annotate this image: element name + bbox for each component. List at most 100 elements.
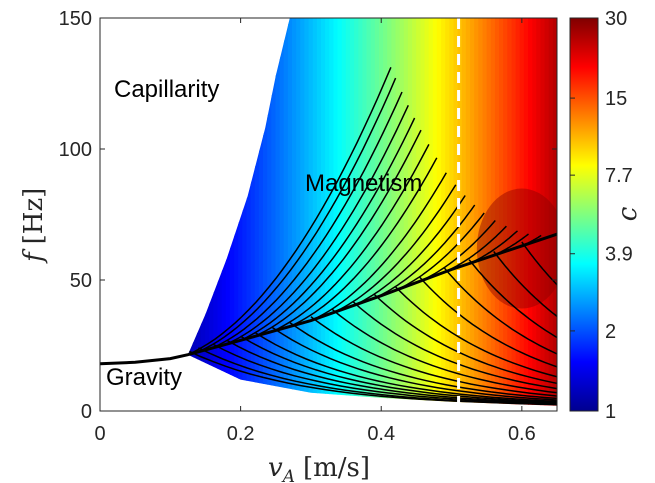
x-axis-label-main: v [268,453,283,483]
contour-line-lower [289,321,557,400]
y-tick-label: 50 [70,270,92,292]
field-strip [432,18,438,406]
x-tick-label: 0.4 [367,423,395,445]
field-strip [354,18,359,406]
field-strip [515,18,521,406]
x-axis-ticks: 0 0.2 0.4 0.6 [94,18,536,445]
contour-line-upper [289,157,438,328]
field-strip [449,18,455,406]
field-strip [246,18,252,406]
field-strip [304,18,310,406]
field-strip [499,18,504,406]
field-strip [412,18,417,406]
field-strip [536,18,542,406]
field-strip [312,18,318,406]
x-tick-label: 0.6 [508,423,536,445]
contour-line-upper [331,184,457,314]
contour-line-lower [521,241,557,293]
colorbar-tick-label: 30 [605,8,627,30]
field-strip [250,18,256,406]
field-strip [292,18,297,406]
field-strip [271,18,277,406]
field-strip [540,18,546,406]
field-strip [391,18,397,406]
field-strip [457,18,463,406]
field-strip [374,18,380,406]
field-strip [453,18,459,406]
contour-line-lower [373,293,557,386]
field-strip [300,18,306,406]
field-strip [279,18,285,406]
field-strip [436,18,442,406]
field-strip [552,18,557,406]
contour-line-upper [226,104,409,345]
colorbar [569,17,599,412]
contour-line-lower [212,343,557,405]
field-strip [486,18,492,406]
contour-line-lower [254,331,557,403]
field-strip [416,18,422,406]
x-axis-label: vA [m/s] [268,453,370,483]
contour-line-lower [331,308,557,395]
field-strip [258,18,264,406]
field-strip [507,18,513,406]
colorbar-label: c [613,206,643,221]
y-axis-label-main: f [19,248,49,264]
field-strip [407,18,413,406]
region-label-capillarity: Capillarity [114,76,219,103]
field-strip [341,18,347,406]
colorbar-tick-label: 2 [605,321,616,343]
field-strip [470,18,475,406]
field-strip [403,18,409,406]
contour-line-lower [310,316,557,398]
field-strip [494,18,500,406]
field-strip [263,18,268,406]
contour-line-lower [419,276,557,370]
colorbar-tick-label: 15 [605,88,627,110]
contour-line-upper [352,195,466,307]
field-strip [296,18,302,406]
field-strip [511,18,517,406]
field-strip [461,18,467,406]
field-strip [383,18,388,406]
colorbar-tick-label: 3.9 [605,244,633,266]
field-strip [345,18,351,406]
field-strip [395,18,401,406]
contour-line-upper [198,77,397,353]
contour-line-lower [443,267,557,358]
contour-lines [187,67,557,406]
y-axis-label: f [Hz] [19,188,49,264]
field-peak [476,188,557,309]
x-axis-label-unit: [m/s] [303,453,370,483]
field-strip [366,18,372,406]
field-strip [519,18,525,406]
field-strip [532,18,538,406]
field-strip [523,18,529,406]
contour-line-upper [187,67,392,356]
y-tick-label: 100 [59,139,92,161]
field-strip [325,18,330,406]
field-strip [528,18,533,406]
y-tick-label: 150 [59,8,92,30]
contour-line-lower [240,335,557,404]
field-strip [503,18,509,406]
contour-line-upper [394,212,485,292]
field-strip [242,18,248,406]
field-strip [321,18,326,406]
x-tick-label: 0.2 [227,423,255,445]
field-strip [441,18,446,406]
field-strip [548,18,554,406]
y-tick-label: 0 [81,401,92,423]
contour-line-lower [493,250,557,323]
field-strip [283,18,289,406]
boundary-curve [100,232,557,366]
field-strip [287,18,293,406]
field-strip [474,18,480,406]
contour-line-lower [198,347,557,406]
region-label-gravity: Gravity [106,364,182,391]
x-axis-label-sub: A [281,467,295,483]
field-strip [254,18,260,406]
colorbar-tick-label: 1 [605,401,616,423]
field-strip [358,18,364,406]
